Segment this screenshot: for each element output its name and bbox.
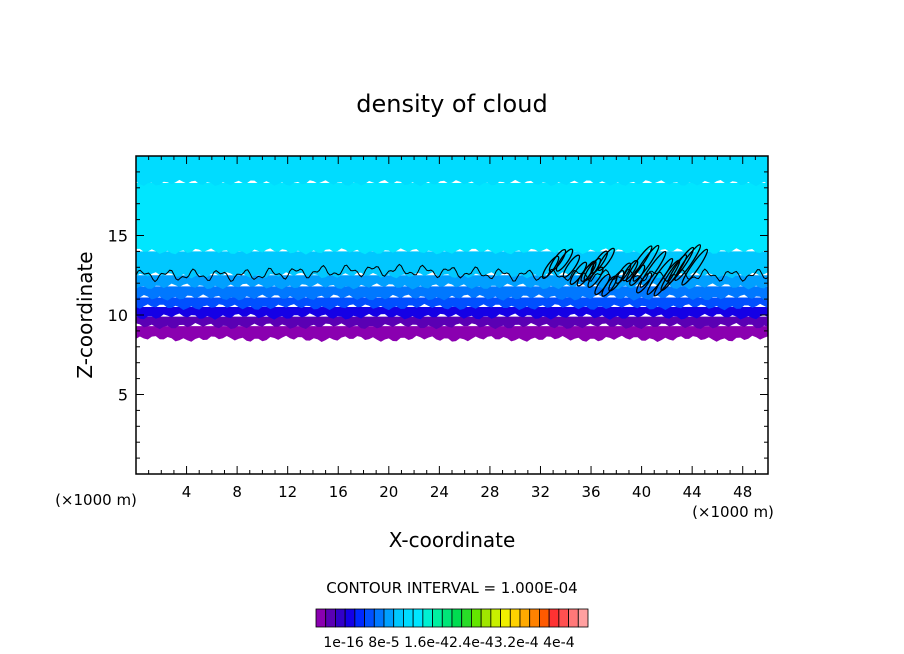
colorbar-swatch: [412, 608, 424, 628]
colorbar-swatch: [461, 608, 472, 628]
colorbar-swatch: [364, 608, 375, 628]
x-tick-label: 8: [232, 483, 242, 501]
cloud-layer: [136, 307, 768, 320]
colorbar-swatch: [539, 608, 550, 628]
x-tick-label: 44: [683, 483, 702, 501]
wave-contour: [580, 260, 597, 282]
colorbar-swatch: [432, 608, 443, 628]
cloud-layer: [136, 251, 768, 279]
y-axis-label: Z-coordinate: [73, 251, 97, 378]
colorbar-swatch: [315, 608, 327, 628]
x-tick-label: 36: [581, 483, 600, 501]
x-tick-label: 32: [531, 483, 550, 501]
x-tick-label: 40: [632, 483, 651, 501]
wave-contour: [629, 264, 646, 286]
contour-lines: [136, 244, 768, 297]
contour-line: [136, 263, 768, 283]
wave-contour: [587, 266, 604, 288]
colorbar-swatch: [335, 608, 346, 628]
colorbar-swatch: [490, 608, 501, 628]
colorbar-swatch: [500, 608, 511, 628]
colorbar-swatch: [529, 608, 540, 628]
cloud-layer: [136, 156, 768, 187]
x-tick-label: 12: [278, 483, 297, 501]
x-axis-label: X-coordinate: [389, 528, 516, 552]
y-axis-ticks: 5 10 15: [108, 171, 768, 459]
wave-contour: [601, 275, 618, 297]
wave-contour: [562, 254, 581, 278]
colorbar-swatch: [354, 608, 365, 628]
colorbar-swatch: [471, 608, 482, 628]
wave-contour: [635, 272, 653, 294]
x-tick-label: 24: [430, 483, 449, 501]
wave-contour: [681, 248, 709, 286]
colorbar-swatch: [422, 608, 433, 628]
x-tick-label: 16: [329, 483, 348, 501]
colorbar-swatch: [403, 608, 414, 628]
x-tick-label: 4: [182, 483, 192, 501]
wave-contour: [541, 255, 560, 279]
colorbar-swatch: [548, 608, 560, 628]
colorbar-swatch: [568, 608, 579, 628]
x-unit-left: (×1000 m): [55, 491, 137, 509]
colorbar-swatch: [558, 608, 569, 628]
wave-contour: [632, 244, 660, 282]
wave-contour: [548, 248, 567, 273]
cloud-field: [136, 156, 768, 342]
colorbar-swatch: [383, 608, 395, 628]
y-tick-label: 15: [108, 227, 128, 246]
cloud-layer: [136, 326, 768, 342]
colorbar-swatch: [393, 608, 404, 628]
x-tick-label: 20: [379, 483, 398, 501]
colorbar-swatch: [519, 608, 531, 628]
colorbar-swatch: [441, 608, 453, 628]
wave-contour: [674, 244, 702, 282]
wave-contour: [622, 259, 639, 282]
cloud-layer: [136, 275, 768, 290]
colorbar-swatch: [325, 608, 336, 628]
colorbar-swatch: [509, 608, 521, 628]
wave-contour: [555, 248, 574, 272]
x-tick-label: 48: [733, 483, 752, 501]
wave-contour: [639, 250, 667, 288]
cloud-layer: [136, 297, 768, 311]
x-unit-right: (×1000 m): [692, 503, 774, 521]
colorbar-swatch: [577, 608, 589, 628]
chart-title: density of cloud: [356, 90, 547, 118]
cloud-layer: [136, 286, 768, 301]
y-tick-label: 5: [118, 386, 128, 405]
x-tick-label: 28: [480, 483, 499, 501]
wave-contour: [615, 262, 632, 284]
wave-contour: [597, 247, 615, 272]
contour-interval-text: CONTOUR INTERVAL = 1.000E-04: [326, 579, 577, 597]
x-axis-ticks: 4 8 12 16 20 24 28 32 36 40 44 48: [148, 156, 756, 501]
colorbar-swatch: [451, 608, 463, 628]
wave-contour: [667, 246, 695, 284]
cloud-layer: [136, 316, 768, 330]
colorbar-swatch: [373, 608, 385, 628]
colorbar-swatch: [480, 608, 492, 628]
colorbar-labels: 1e-16 8e-5 1.6e-42.4e-43.2e-4 4e-4: [323, 635, 574, 651]
colorbar-swatch: [344, 608, 356, 628]
y-tick-label: 10: [108, 306, 128, 325]
cloud-layer: [136, 183, 768, 255]
colorbar: [315, 608, 589, 628]
